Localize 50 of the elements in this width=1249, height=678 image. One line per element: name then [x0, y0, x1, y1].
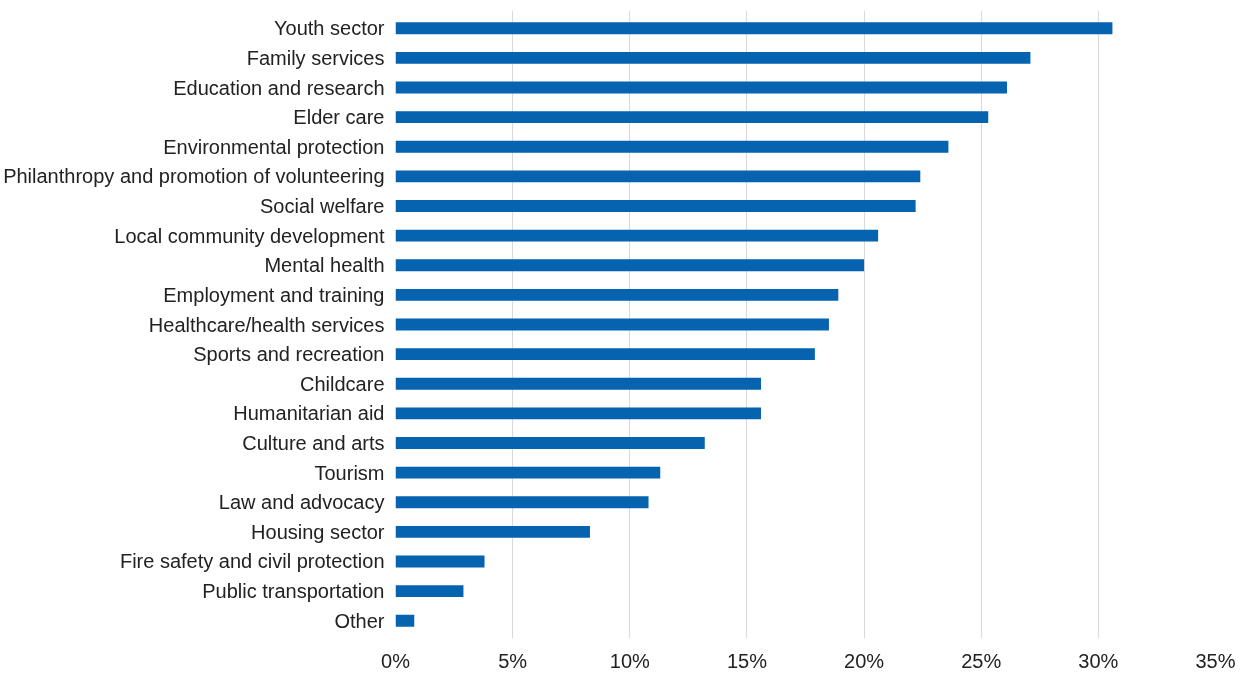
bar — [395, 496, 649, 509]
x-tick-label: 0% — [381, 649, 411, 672]
x-tick-label: 15% — [726, 649, 768, 672]
bar — [395, 81, 1007, 94]
x-tick-label: 25% — [961, 649, 1002, 672]
bar — [395, 614, 415, 627]
y-tick-label: Sports and recreation — [193, 343, 385, 366]
bar — [395, 22, 1113, 35]
x-tick-label: 5% — [498, 649, 528, 672]
y-tick-label: Employment and training — [163, 283, 385, 306]
bar — [395, 555, 485, 568]
y-tick-label: Family services — [246, 46, 385, 69]
y-tick-label: Other — [334, 609, 385, 632]
x-tick-label: 35% — [1195, 649, 1236, 672]
y-tick-label: Childcare — [300, 372, 385, 395]
y-tick-label: Healthcare/health services — [148, 313, 385, 336]
x-tick-label: 20% — [844, 649, 885, 672]
bar — [395, 170, 921, 183]
y-tick-label: Education and research — [173, 76, 385, 99]
bar — [395, 259, 865, 272]
bar — [395, 407, 761, 420]
y-tick-label: Housing sector — [251, 520, 385, 543]
bar — [395, 318, 829, 331]
y-tick-label: Law and advocacy — [218, 491, 385, 514]
y-tick-label: Mental health — [264, 254, 385, 277]
x-tick-label: 10% — [609, 649, 651, 672]
bar — [395, 585, 464, 598]
y-tick-label: Local community development — [114, 224, 385, 247]
y-tick-label: Philanthropy and promotion of volunteering — [3, 165, 385, 188]
y-tick-label: Public transportation — [202, 580, 385, 603]
bar — [395, 200, 916, 212]
y-tick-label: Elder care — [293, 106, 385, 129]
bar — [395, 525, 590, 538]
bar — [395, 51, 1031, 64]
y-tick-label: Humanitarian aid — [233, 402, 385, 425]
bar — [395, 288, 839, 301]
bar — [395, 229, 879, 242]
bar — [395, 140, 949, 153]
bar — [395, 348, 815, 361]
y-tick-label: Youth sector — [274, 17, 385, 40]
bar — [395, 466, 661, 479]
bar — [395, 377, 761, 390]
y-tick-label: Environmental protection — [163, 135, 385, 158]
y-tick-label: Culture and arts — [242, 431, 385, 454]
y-tick-label: Fire safety and civil protection — [119, 550, 385, 573]
y-tick-label: Tourism — [314, 461, 385, 484]
bar — [395, 437, 705, 449]
x-tick-label: 30% — [1078, 649, 1119, 672]
bar — [395, 111, 989, 124]
y-tick-label: Social welfare — [260, 195, 385, 218]
